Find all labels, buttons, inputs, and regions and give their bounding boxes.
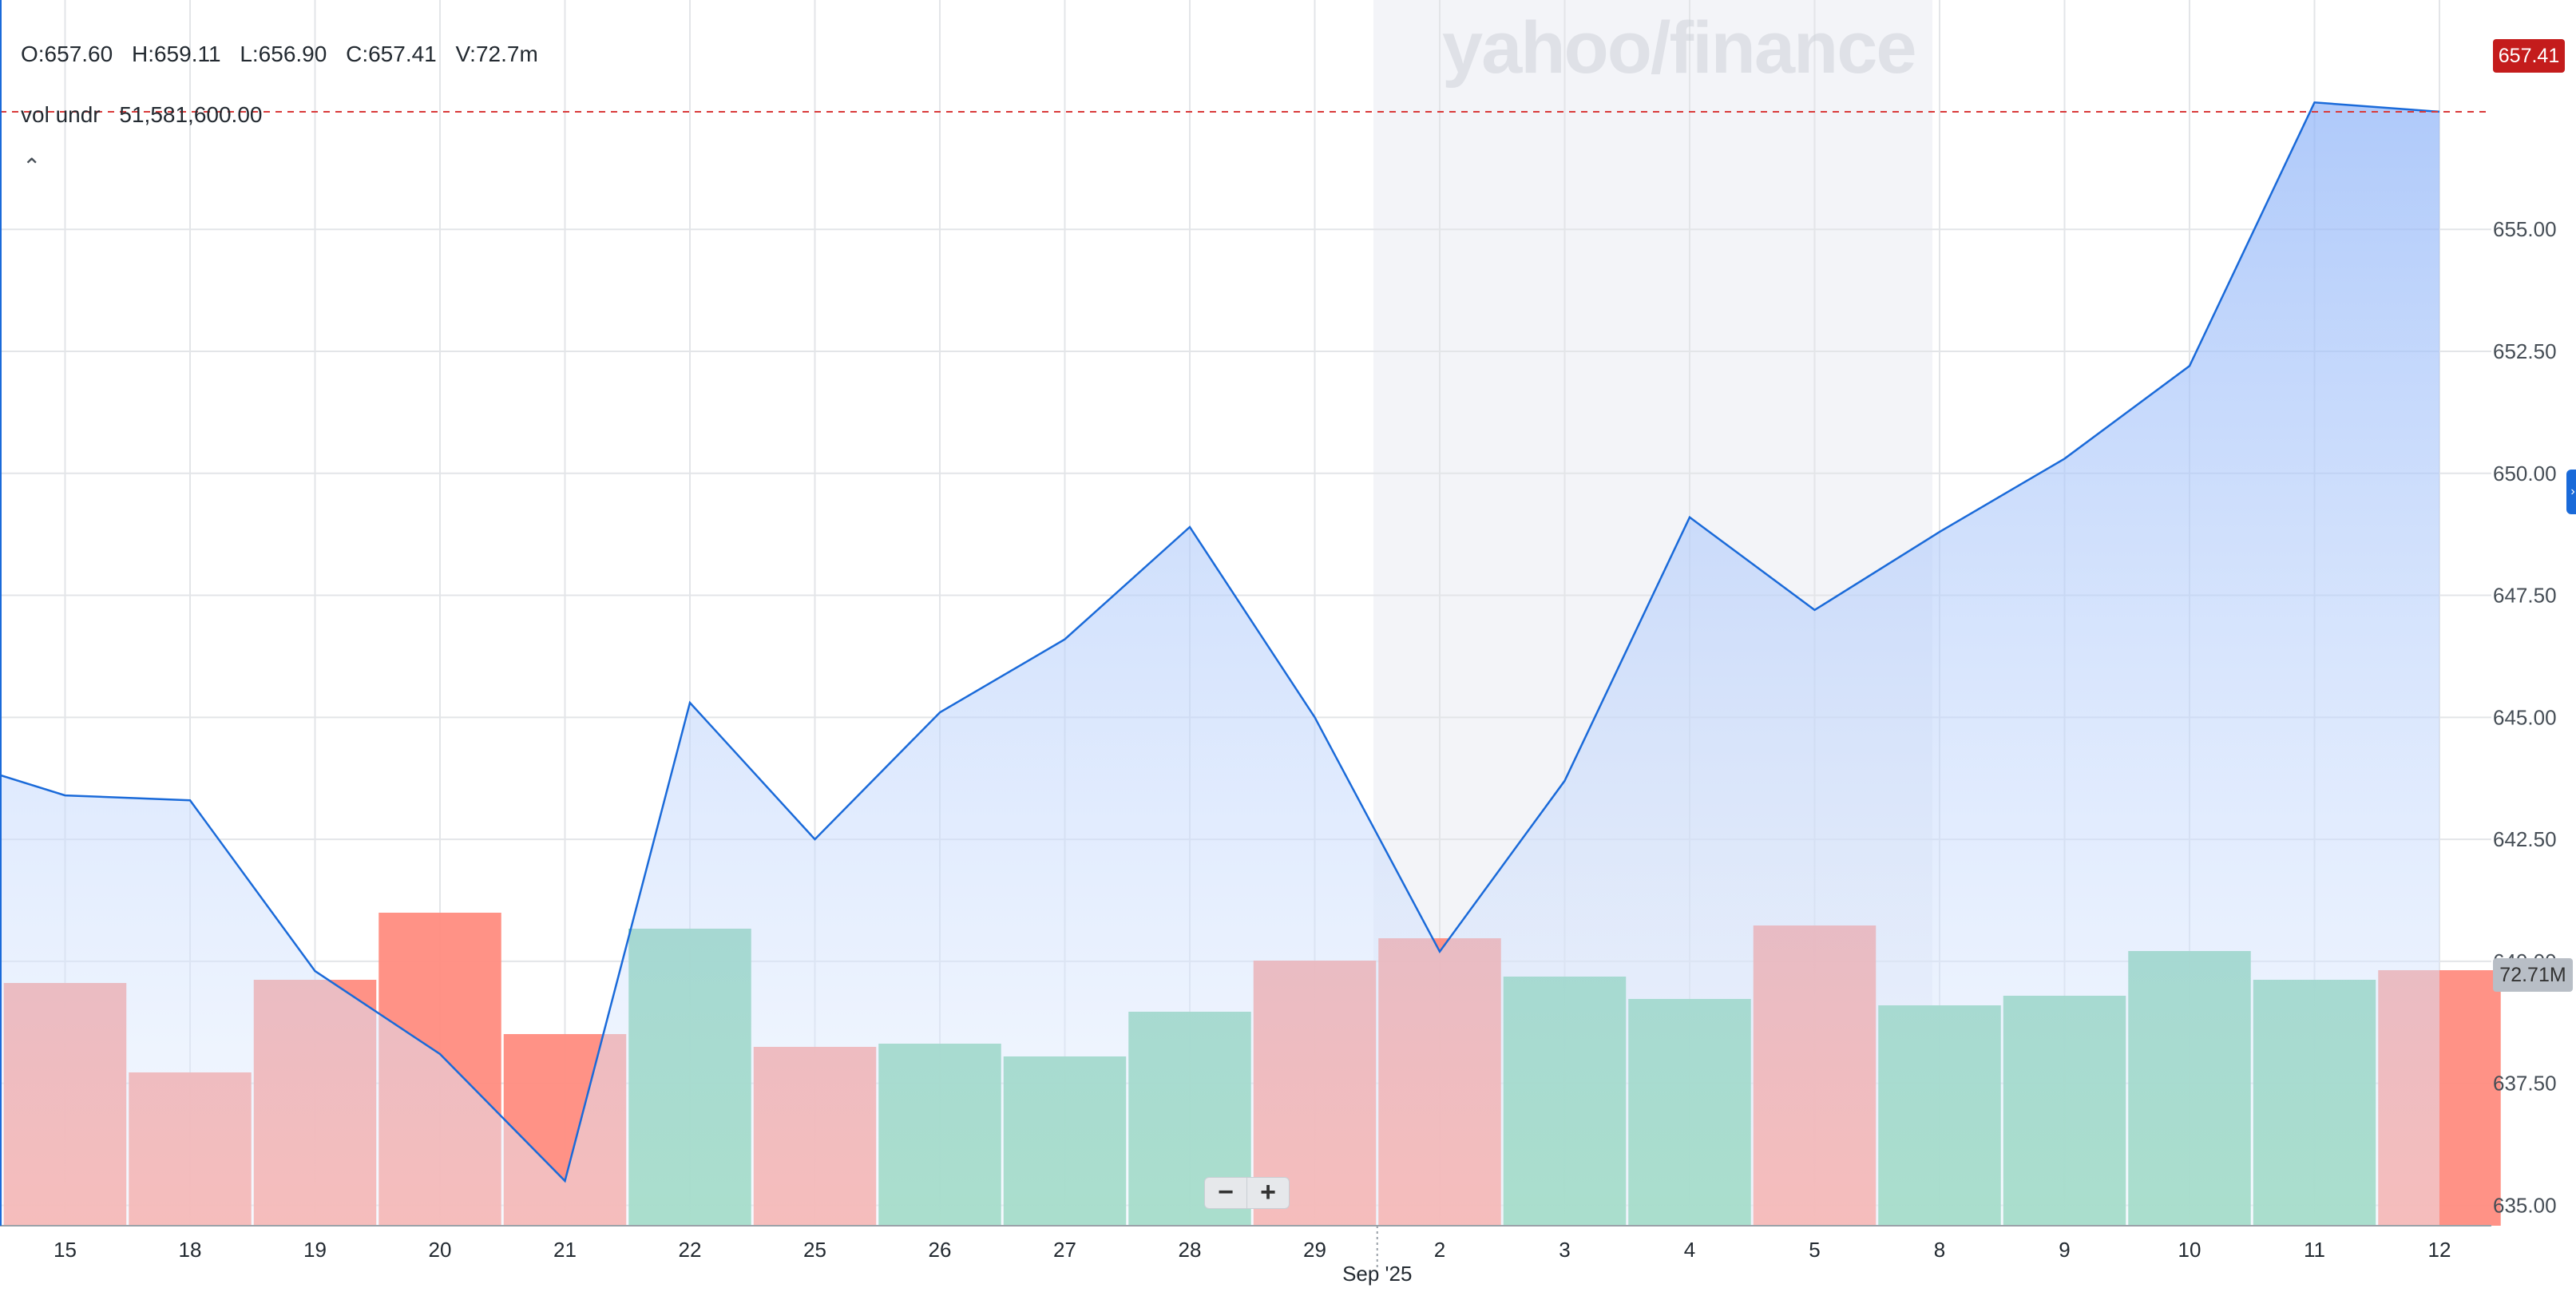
y-tick-label: 637.50 [2493, 1072, 2557, 1096]
x-tick-label: 18 [179, 1238, 202, 1262]
ohlc-readout: O:657.60 H:659.11 L:656.90 C:657.41 V:72… [21, 42, 551, 67]
price-point-27 [1064, 639, 1065, 640]
x-axis: 15 18 19 20 21 22 25 26 27 28 29 2 3 4 5 8 9 10 11 12 Sep '2… [0, 0, 2491, 1286]
x-tick-label: 21 [553, 1238, 577, 1262]
yahoo-finance-watermark: yahoo/finance [1442, 7, 1917, 89]
x-month-label: Sep '25 [1342, 1262, 1412, 1286]
price-point-2 [1440, 951, 1441, 952]
price-point-25 [814, 839, 815, 840]
side-panel-toggle[interactable]: › [2566, 470, 2576, 514]
price-point-9 [2064, 458, 2065, 459]
x-tick-label: 25 [803, 1238, 826, 1262]
volume-study-value: 51,581,600.00 [119, 102, 263, 127]
volume-value: V:72.7m [455, 42, 538, 66]
low-value: L:656.90 [240, 42, 327, 66]
x-tick-label: 5 [1809, 1238, 1820, 1262]
x-tick-label: 28 [1179, 1238, 1202, 1262]
x-tick-label: 11 [2304, 1238, 2325, 1262]
close-value: C:657.41 [346, 42, 437, 66]
x-tick-label: 4 [1684, 1238, 1695, 1262]
y-tick-label: 645.00 [2493, 705, 2557, 729]
y-tick-label: 650.00 [2493, 462, 2557, 485]
x-tick-label: 2 [1434, 1238, 1445, 1262]
price-point-26 [940, 712, 941, 713]
last-volume-tag: 72.71M [2493, 958, 2573, 992]
y-tick-label: 652.50 [2493, 339, 2557, 363]
price-point-20 [440, 1054, 441, 1055]
x-tick-label: 8 [1934, 1238, 1945, 1262]
volume-study-readout: vol undr 51,581,600.00 [21, 102, 275, 128]
price-point-11 [2314, 102, 2315, 103]
price-line [0, 101, 2440, 1183]
price-area [0, 101, 2440, 1226]
x-tick-label: 12 [2428, 1238, 2451, 1262]
y-axis: 635.00637.50640.00642.50645.00647.50650.… [2493, 217, 2557, 1217]
y-tick-label: 647.50 [2493, 584, 2557, 608]
high-value: H:659.11 [131, 42, 221, 66]
price-point-3 [1564, 780, 1565, 781]
price-point-28 [1190, 527, 1191, 528]
x-tick-label: 15 [54, 1238, 77, 1262]
zoom-out-button[interactable]: − [1218, 1177, 1234, 1207]
chevron-up-icon[interactable]: ⌃ [22, 154, 42, 179]
zoom-controls: − + [1204, 1177, 1290, 1209]
x-tick-label: 29 [1303, 1238, 1326, 1262]
open-value: O:657.60 [21, 42, 113, 66]
x-tick-label: 9 [2059, 1238, 2070, 1262]
last-price-tag: 657.41 [2493, 39, 2565, 73]
y-tick-label: 635.00 [2493, 1193, 2557, 1217]
price-area-fill [0, 102, 2439, 1226]
x-tick-label: 22 [679, 1238, 702, 1262]
volume-study-label: vol undr [21, 102, 101, 127]
price-point-5 [1814, 609, 1815, 610]
price-point-29 [1314, 717, 1315, 718]
price-point-12 [2439, 111, 2440, 112]
x-tick-label: 26 [929, 1238, 952, 1262]
x-tick-label: 19 [303, 1238, 327, 1262]
x-tick-label: 10 [2178, 1238, 2201, 1262]
y-tick-label: 655.00 [2493, 217, 2557, 241]
x-tick-label: 27 [1053, 1238, 1076, 1262]
y-tick-label: 642.50 [2493, 827, 2557, 851]
price-point-18 [190, 800, 191, 801]
x-tick-label: 20 [429, 1238, 452, 1262]
x-tick-label: 3 [1559, 1238, 1570, 1262]
zoom-in-button[interactable]: + [1246, 1178, 1289, 1208]
